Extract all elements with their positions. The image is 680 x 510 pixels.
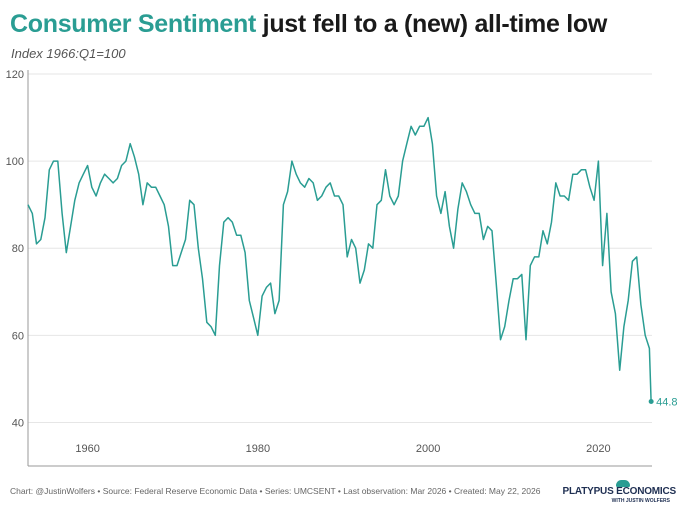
last-observation-label: 44.8 <box>656 397 677 409</box>
x-tick-label: 2020 <box>586 443 610 455</box>
chart-title: Consumer Sentiment just fell to a (new) … <box>10 10 607 39</box>
platypus-logo: PLATYPUS ECONOMICS WITH JUSTIN WOLFERS <box>563 480 676 508</box>
line-chart: 40 60 80 100 120 1960 1980 2000 2020 44.8 <box>6 69 678 467</box>
chart-subtitle: Index 1966:Q1=100 <box>11 46 126 61</box>
y-tick-label: 120 <box>6 69 24 81</box>
title-rest: just fell to a (new) all-time low <box>256 10 608 38</box>
logo-tagline: WITH JUSTIN WOLFERS <box>611 498 670 504</box>
y-tick-label: 100 <box>6 156 24 168</box>
y-tick-label: 80 <box>12 243 24 255</box>
x-tick-label: 2000 <box>416 443 440 455</box>
last-observation-point <box>648 399 654 405</box>
chart-footer: Chart: @JustinWolfers • Source: Federal … <box>10 486 541 496</box>
y-tick-label: 60 <box>12 330 24 342</box>
y-tick-label: 40 <box>12 417 24 429</box>
title-accent: Consumer Sentiment <box>10 10 257 38</box>
x-tick-label: 1960 <box>75 443 99 455</box>
x-tick-label: 1980 <box>246 443 270 455</box>
sentiment-series-line <box>27 116 652 402</box>
logo-name: PLATYPUS ECONOMICS <box>562 486 677 497</box>
platypus-icon <box>616 480 630 487</box>
